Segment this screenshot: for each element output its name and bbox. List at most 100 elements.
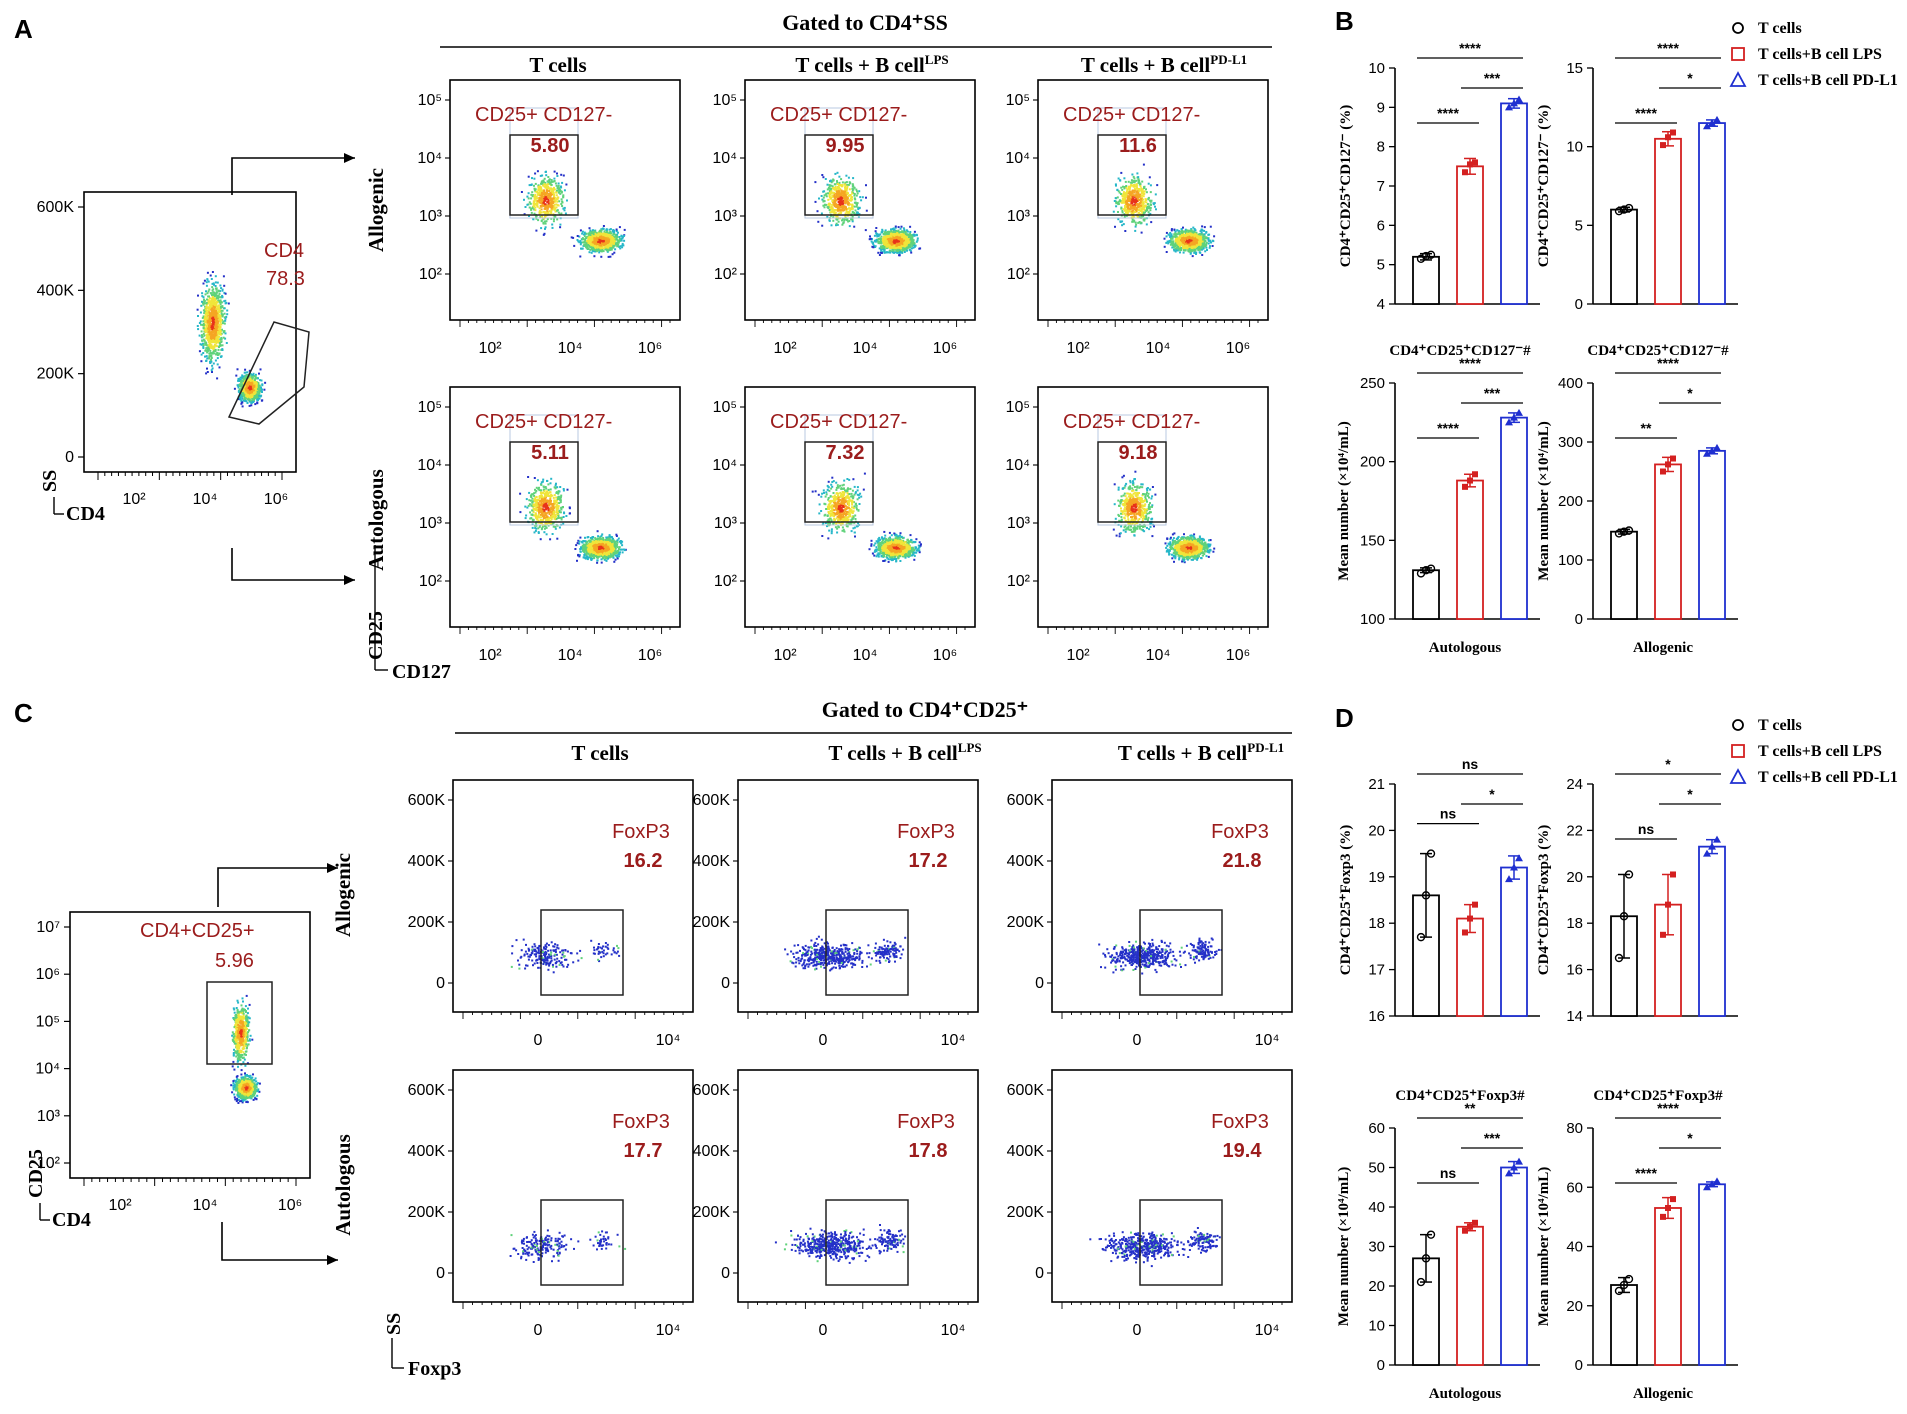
data-point-square	[1665, 134, 1671, 141]
flow-ytick-label: 200K	[1007, 914, 1045, 931]
treg-gate-label: CD25+ CD127-	[770, 104, 907, 126]
bar-ytick-label: 9	[1377, 99, 1385, 116]
flow-xtick-label: 10⁴	[941, 1322, 966, 1339]
legend-item-label: T cells	[1758, 717, 1802, 734]
ss-axis-name: SS	[383, 1313, 405, 1335]
gate-a-ytick-label: 400K	[37, 282, 75, 299]
sig-label: *	[1687, 786, 1693, 802]
bar-chart-title: CD4⁺CD25⁺Foxp3#	[1395, 1088, 1525, 1104]
cd4-gate-value: 78.3	[266, 268, 305, 290]
bar-ytick-label: 100	[1558, 552, 1583, 569]
bar-2	[1500, 1166, 1528, 1366]
sig-label: ns	[1440, 806, 1457, 822]
treg-gate-label: CD25+ CD127-	[475, 411, 612, 433]
data-point-circle	[1614, 953, 1624, 963]
bar-2	[1698, 449, 1726, 620]
sig-label: ****	[1657, 1100, 1679, 1116]
sig-label: ns	[1440, 1165, 1457, 1181]
bar-1	[1654, 1207, 1682, 1366]
flow-ytick-label: 400K	[1007, 853, 1045, 870]
cd127-axis-name: CD127	[392, 661, 451, 683]
data-point-triangle	[1515, 95, 1523, 103]
data-point-square	[1462, 483, 1468, 490]
flow-ytick-label: 10³	[419, 208, 443, 225]
data-point-square	[1462, 929, 1468, 936]
flow-a-autologous-1: CD25+ CD127- 7.32 10⁵ 10⁴ 10³ 10² 10² 10⁴ 10⁶	[712, 386, 976, 664]
foxp3-gate-value: 16.2	[624, 850, 663, 872]
bar-ytick-label: 5	[1575, 217, 1583, 234]
col-header-a-2: T cells + B cellPD-L1	[1081, 52, 1247, 77]
bar-y-label: Mean number (×10⁴/mL)	[1336, 1167, 1352, 1326]
flow-ytick-label: 200K	[693, 1204, 731, 1221]
gate-c-ytick-label: 10⁶	[36, 966, 60, 983]
sig-label: ns	[1638, 821, 1655, 837]
bar-ytick-label: 50	[1368, 1160, 1385, 1177]
gate-c-xtick-label: 10⁴	[193, 1197, 218, 1214]
data-point-circle	[1619, 912, 1629, 921]
bar-ytick-label: 8	[1377, 139, 1385, 156]
flow-xtick-label: 10²	[773, 647, 797, 664]
bar-y-label: Mean number (×10⁴/mL)	[1336, 421, 1352, 580]
data-point-triangle	[1708, 446, 1716, 454]
flow-xtick-label: 10⁶	[638, 340, 662, 357]
data-point-square	[1670, 455, 1676, 462]
sig-label: ****	[1635, 1165, 1657, 1181]
legend-circle-icon	[1732, 719, 1744, 731]
legend-b: T cells T cells+B cell LPS T cells+B cell …	[1729, 20, 1898, 89]
gate-a-x-axis-name: CD4	[66, 503, 105, 525]
cd4-gate-label: CD4	[264, 240, 304, 262]
data-point-circle	[1416, 932, 1426, 942]
bar-2	[1500, 102, 1528, 305]
bar-ytick-label: 300	[1558, 434, 1583, 451]
data-point-circle	[1619, 205, 1629, 214]
treg-gate-value: 11.6	[1119, 135, 1157, 157]
foxp3-gate-box	[825, 909, 909, 996]
data-point-circle	[1426, 250, 1436, 260]
gate-c-x-axis-name: CD4	[52, 1209, 91, 1231]
bar-x-label: Allogenic	[1633, 1386, 1693, 1402]
treg-gate-box	[804, 441, 874, 523]
data-point-triangle	[1510, 1163, 1518, 1171]
flow-frame	[452, 779, 694, 1013]
gate-a-ytick-label: 200K	[37, 366, 75, 383]
col-header-a-1: T cells + B cellLPS	[795, 52, 948, 77]
sig-label: ****	[1437, 105, 1459, 121]
flow-xtick-label: 10⁴	[1255, 1032, 1280, 1049]
data-point-triangle	[1505, 103, 1513, 111]
flow-xtick-label: 10⁶	[933, 647, 957, 664]
bar-ytick-label: 10	[1368, 60, 1385, 77]
col-header-c-1: T cells + B cellLPS	[828, 740, 981, 765]
flow-xtick-label: 0	[1133, 1032, 1142, 1049]
flow-ytick-label: 10²	[1007, 266, 1031, 283]
flow-ytick-label: 10⁵	[418, 399, 442, 416]
bar-ytick-label: 10	[1566, 139, 1583, 156]
flow-ytick-label: 10²	[1007, 573, 1031, 590]
col-header-c-0: T cells	[571, 741, 628, 765]
flow-frame	[1037, 79, 1269, 321]
data-point-triangle	[1713, 835, 1721, 843]
flow-ytick-label: 0	[436, 975, 445, 992]
flow-ytick-label: 10⁴	[712, 150, 737, 167]
sig-label: ****	[1635, 105, 1657, 121]
bar-ytick-label: 80	[1566, 1120, 1583, 1137]
bar-0	[1610, 1284, 1638, 1366]
foxp3-gate-box	[1139, 1199, 1223, 1286]
sig-label: ****	[1657, 40, 1679, 56]
data-point-triangle	[1515, 854, 1523, 862]
bar-ytick-label: 15	[1566, 60, 1583, 77]
row-label-allogeneic-c: Allogenic	[331, 853, 355, 937]
flow-ytick-label: 10⁴	[1005, 150, 1030, 167]
foxp3-gate-value: 17.8	[909, 1140, 948, 1162]
flow-c-autologous-0: FoxP3 17.7 600K 400K 200K 0 0 10⁴	[408, 1069, 694, 1339]
bar-2	[1500, 416, 1528, 620]
data-point-circle	[1619, 527, 1629, 536]
flow-ytick-label: 400K	[408, 1143, 446, 1160]
legend-item-label: T cells+B cell LPS	[1758, 743, 1882, 760]
bar-ytick-label: 30	[1368, 1239, 1385, 1256]
col-header-c-2: T cells + B cellPD-L1	[1118, 740, 1284, 765]
data-point-triangle	[1713, 115, 1721, 123]
bar-ytick-label: 40	[1368, 1199, 1385, 1216]
cd4cd25-gate-value: 5.96	[215, 950, 254, 972]
